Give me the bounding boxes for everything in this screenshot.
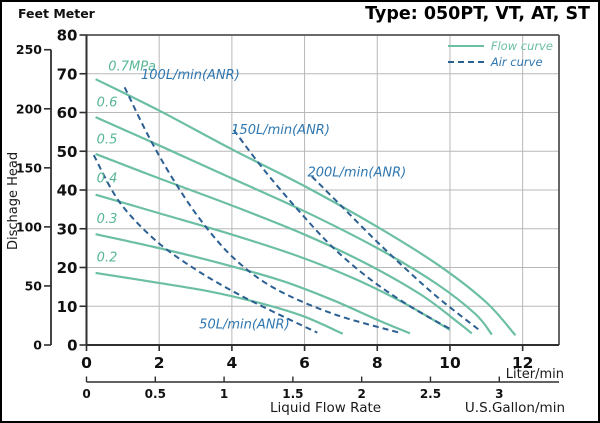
flow-curve-label-0.7MPa: 0.7MPa bbox=[108, 60, 156, 75]
air-curve-200L/min(ANR) bbox=[311, 175, 480, 331]
feet-tick-label: 150 bbox=[16, 160, 42, 175]
air-curve-50L/min(ANR) bbox=[92, 154, 318, 334]
flow-curve-line-sample bbox=[447, 44, 484, 47]
meter-tick-label: 40 bbox=[57, 182, 78, 200]
chart-title: Type: 050PT, VT, AT, ST bbox=[365, 4, 590, 24]
feet-tick-label: 100 bbox=[16, 219, 42, 234]
flow-curve-0.6 bbox=[95, 116, 493, 336]
gallon-tick-label: 2.5 bbox=[420, 387, 441, 401]
x-axis-unit-liter: Liter/min bbox=[505, 367, 564, 382]
flow-curve-label-0.3: 0.3 bbox=[97, 212, 118, 227]
flow-curve-label-0.5: 0.5 bbox=[97, 133, 118, 148]
legend: Flow curve Air curve bbox=[447, 38, 553, 69]
y-axis-units-header: Feet Meter bbox=[18, 6, 95, 21]
air-curve-line-sample bbox=[447, 60, 484, 63]
feet-tick-label: 50 bbox=[25, 278, 43, 293]
gallon-tick-label: 2 bbox=[357, 387, 365, 401]
feet-tick-label: 250 bbox=[16, 42, 42, 57]
flow-curve-0.3 bbox=[95, 233, 411, 335]
x-axis-title: Liquid Flow Rate bbox=[270, 400, 382, 416]
liter-tick-label: 8 bbox=[372, 354, 383, 372]
gallon-tick-label: 0.5 bbox=[145, 387, 166, 401]
meter-tick-label: 10 bbox=[57, 298, 78, 316]
flow-curve-0.4 bbox=[95, 193, 451, 331]
liter-tick-label: 0 bbox=[81, 354, 92, 372]
liter-tick-label: 4 bbox=[226, 354, 237, 372]
liter-tick-label: 6 bbox=[299, 354, 310, 372]
meter-tick-label: 70 bbox=[57, 65, 78, 83]
flow-curve-label-0.6: 0.6 bbox=[97, 96, 118, 111]
liter-tick-label: 2 bbox=[154, 354, 165, 372]
legend-row-flow: Flow curve bbox=[447, 38, 553, 53]
liter-tick-label: 10 bbox=[439, 354, 461, 372]
meter-tick-label: 20 bbox=[57, 259, 78, 277]
flow-curve-0.7MPa bbox=[95, 78, 517, 337]
flow-curve-label-0.4: 0.4 bbox=[97, 171, 118, 186]
feet-tick-label: 0 bbox=[33, 338, 42, 353]
gallon-tick-label: 1 bbox=[220, 387, 228, 401]
meter-tick-label: 60 bbox=[57, 104, 78, 122]
meter-tick-label: 50 bbox=[57, 143, 78, 161]
meter-tick-label: 0 bbox=[67, 337, 77, 355]
air-curve-label-150L/min(ANR): 150L/min(ANR) bbox=[231, 123, 330, 138]
x-axis-unit-gallon: U.S.Gallon/min bbox=[464, 400, 565, 416]
air-curve-label-200L/min(ANR): 200L/min(ANR) bbox=[307, 165, 406, 180]
legend-row-air: Air curve bbox=[447, 54, 553, 69]
air-curve-label-100L/min(ANR): 100L/min(ANR) bbox=[141, 68, 240, 83]
flow-curve-0.2 bbox=[95, 271, 344, 335]
air-curve-label-50L/min(ANR): 50L/min(ANR) bbox=[199, 317, 289, 332]
air-curve-100L/min(ANR) bbox=[123, 86, 400, 334]
meter-tick-label: 30 bbox=[57, 220, 78, 238]
legend-label-air: Air curve bbox=[490, 54, 543, 69]
gallon-tick-label: 1.5 bbox=[282, 387, 303, 401]
gallon-tick-label: 3 bbox=[495, 387, 503, 401]
flow-curve-0.5 bbox=[95, 152, 473, 335]
air-curve-150L/min(ANR) bbox=[232, 129, 453, 331]
gallon-tick-label: 0 bbox=[82, 387, 90, 401]
meter-tick-label: 80 bbox=[57, 27, 78, 45]
legend-label-flow: Flow curve bbox=[490, 38, 553, 53]
liter-tick-label: 12 bbox=[512, 354, 534, 372]
y-axis-title: Dischage Head bbox=[6, 151, 21, 250]
feet-tick-label: 200 bbox=[16, 101, 42, 116]
flow-curve-label-0.2: 0.2 bbox=[97, 251, 118, 266]
